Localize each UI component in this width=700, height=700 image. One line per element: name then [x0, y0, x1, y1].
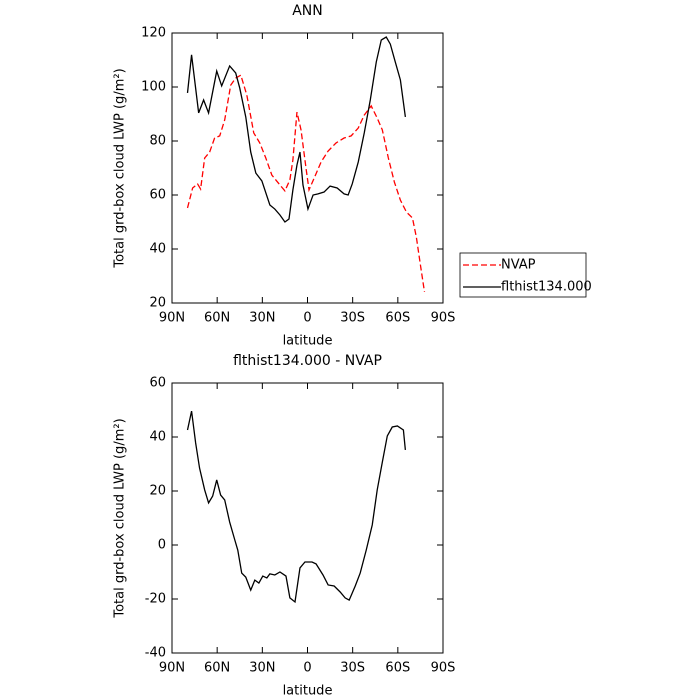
x-tick-label: 0: [303, 311, 311, 326]
x-tick-label: 60N: [204, 311, 230, 326]
x-tick-label: 0: [303, 661, 311, 676]
data-line: [186, 74, 426, 293]
y-tick-label: 40: [149, 430, 166, 445]
x-tick-label: 60N: [204, 661, 230, 676]
x-tick-label: 90S: [431, 661, 456, 676]
y-tick-label: 120: [141, 26, 166, 41]
legend-box: [459, 252, 587, 298]
x-tick-label: 30S: [340, 661, 365, 676]
chart-title: flthist134.000 - NVAP: [233, 353, 382, 369]
x-tick-label: 30S: [340, 311, 365, 326]
y-axis-label: Total grd-box cloud LWP (g/m²): [113, 418, 128, 618]
data-line: [186, 36, 407, 223]
y-axis-label: Total grd-box cloud LWP (g/m²): [113, 68, 128, 268]
y-tick-label: 60: [149, 376, 166, 391]
x-tick-label: 30N: [249, 661, 275, 676]
x-tick-label: 30N: [249, 311, 275, 326]
y-tick-label: 40: [149, 242, 166, 257]
y-tick-label: 80: [149, 134, 166, 149]
x-tick-label: 60S: [385, 311, 410, 326]
y-tick-label: 20: [149, 484, 166, 499]
y-tick-label: 0: [158, 538, 166, 553]
y-tick-label: 100: [141, 80, 166, 95]
plot-frame: [171, 382, 444, 654]
x-tick-label: 90N: [159, 311, 185, 326]
x-tick-label: 90N: [159, 661, 185, 676]
legend-label: NVAP: [501, 258, 536, 273]
chart-title: ANN: [292, 3, 323, 19]
x-axis-label: latitude: [283, 334, 333, 349]
legend-label: flthist134.000: [501, 280, 592, 295]
x-axis-label: latitude: [283, 684, 333, 699]
data-line: [186, 410, 407, 604]
y-tick-label: -40: [145, 646, 166, 661]
x-tick-label: 90S: [431, 311, 456, 326]
y-tick-label: 20: [149, 296, 166, 311]
y-tick-label: -20: [145, 592, 166, 607]
plot-frame: [171, 32, 444, 304]
x-tick-label: 60S: [385, 661, 410, 676]
y-tick-label: 60: [149, 188, 166, 203]
